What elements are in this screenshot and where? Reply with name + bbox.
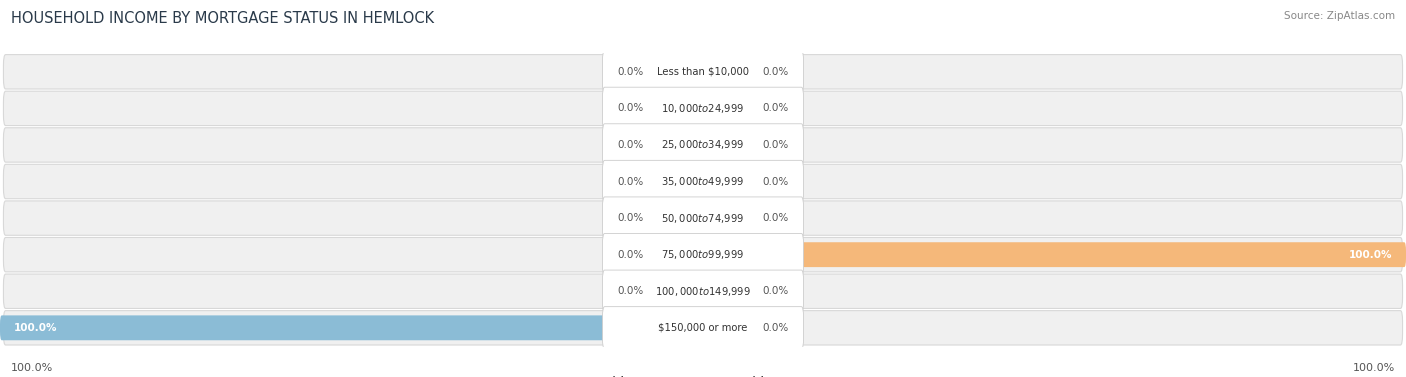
FancyBboxPatch shape — [603, 124, 804, 166]
Text: 0.0%: 0.0% — [762, 176, 789, 187]
Text: $35,000 to $49,999: $35,000 to $49,999 — [661, 175, 745, 188]
FancyBboxPatch shape — [703, 242, 1406, 267]
FancyBboxPatch shape — [0, 316, 703, 340]
FancyBboxPatch shape — [703, 132, 752, 157]
FancyBboxPatch shape — [703, 96, 752, 121]
FancyBboxPatch shape — [703, 279, 752, 304]
Text: 0.0%: 0.0% — [617, 67, 644, 77]
FancyBboxPatch shape — [703, 169, 752, 194]
Text: 100.0%: 100.0% — [1353, 363, 1395, 373]
Text: $75,000 to $99,999: $75,000 to $99,999 — [661, 248, 745, 261]
Text: Source: ZipAtlas.com: Source: ZipAtlas.com — [1284, 11, 1395, 21]
FancyBboxPatch shape — [603, 197, 804, 239]
FancyBboxPatch shape — [3, 91, 1403, 126]
FancyBboxPatch shape — [654, 206, 703, 230]
FancyBboxPatch shape — [654, 242, 703, 267]
FancyBboxPatch shape — [3, 201, 1403, 235]
Legend: Without Mortgage, With Mortgage: Without Mortgage, With Mortgage — [574, 371, 832, 377]
FancyBboxPatch shape — [3, 238, 1403, 272]
Text: HOUSEHOLD INCOME BY MORTGAGE STATUS IN HEMLOCK: HOUSEHOLD INCOME BY MORTGAGE STATUS IN H… — [11, 11, 434, 26]
Text: 0.0%: 0.0% — [762, 213, 789, 223]
FancyBboxPatch shape — [603, 51, 804, 93]
Text: $10,000 to $24,999: $10,000 to $24,999 — [661, 102, 745, 115]
FancyBboxPatch shape — [654, 96, 703, 121]
FancyBboxPatch shape — [3, 164, 1403, 199]
FancyBboxPatch shape — [603, 270, 804, 313]
FancyBboxPatch shape — [603, 87, 804, 130]
Text: $100,000 to $149,999: $100,000 to $149,999 — [655, 285, 751, 298]
FancyBboxPatch shape — [654, 132, 703, 157]
Text: 0.0%: 0.0% — [617, 103, 644, 113]
FancyBboxPatch shape — [654, 59, 703, 84]
FancyBboxPatch shape — [703, 316, 752, 340]
Text: 100.0%: 100.0% — [14, 323, 58, 333]
Text: 100.0%: 100.0% — [11, 363, 53, 373]
FancyBboxPatch shape — [603, 233, 804, 276]
FancyBboxPatch shape — [603, 160, 804, 203]
Text: 0.0%: 0.0% — [762, 67, 789, 77]
Text: 0.0%: 0.0% — [762, 103, 789, 113]
FancyBboxPatch shape — [703, 206, 752, 230]
Text: 0.0%: 0.0% — [762, 323, 789, 333]
Text: 0.0%: 0.0% — [762, 286, 789, 296]
FancyBboxPatch shape — [3, 55, 1403, 89]
Text: 0.0%: 0.0% — [617, 213, 644, 223]
Text: 100.0%: 100.0% — [1348, 250, 1392, 260]
FancyBboxPatch shape — [654, 169, 703, 194]
Text: 0.0%: 0.0% — [617, 250, 644, 260]
Text: $25,000 to $34,999: $25,000 to $34,999 — [661, 138, 745, 152]
Text: Less than $10,000: Less than $10,000 — [657, 67, 749, 77]
Text: 0.0%: 0.0% — [762, 140, 789, 150]
Text: $50,000 to $74,999: $50,000 to $74,999 — [661, 211, 745, 225]
FancyBboxPatch shape — [603, 307, 804, 349]
Text: 0.0%: 0.0% — [617, 286, 644, 296]
Text: 0.0%: 0.0% — [617, 140, 644, 150]
FancyBboxPatch shape — [3, 274, 1403, 308]
FancyBboxPatch shape — [3, 128, 1403, 162]
Text: 0.0%: 0.0% — [617, 176, 644, 187]
FancyBboxPatch shape — [3, 311, 1403, 345]
FancyBboxPatch shape — [654, 279, 703, 304]
FancyBboxPatch shape — [703, 59, 752, 84]
Text: $150,000 or more: $150,000 or more — [658, 323, 748, 333]
